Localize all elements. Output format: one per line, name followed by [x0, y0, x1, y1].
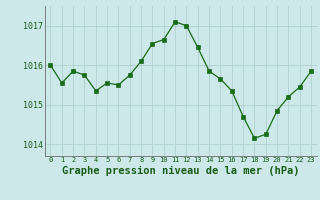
- X-axis label: Graphe pression niveau de la mer (hPa): Graphe pression niveau de la mer (hPa): [62, 166, 300, 176]
